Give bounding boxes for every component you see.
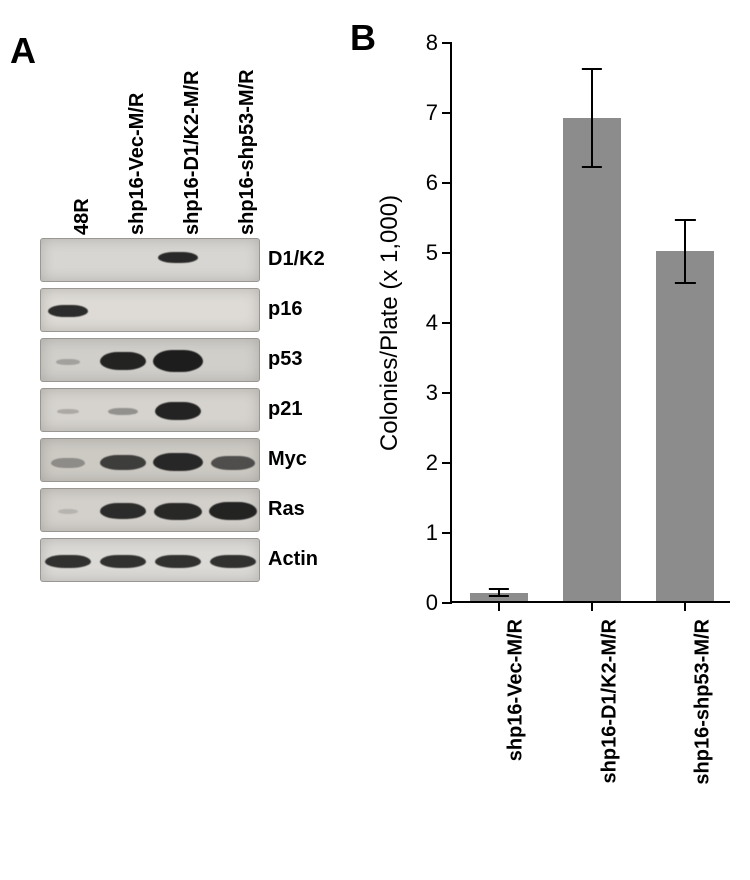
blot-row: Myc — [40, 438, 350, 488]
blot-band — [51, 458, 85, 468]
blot-band — [158, 252, 198, 263]
panel-b-ytick — [442, 182, 452, 184]
blot-row-name: p21 — [268, 398, 302, 421]
blot-band — [211, 456, 255, 470]
panel-b-errorbar — [591, 69, 593, 167]
blot-band — [153, 453, 203, 471]
panel-b-ytick-label: 2 — [426, 450, 438, 476]
blot-row-name: Ras — [268, 498, 305, 521]
blot-image — [40, 538, 260, 582]
panel-b-ytick-label: 5 — [426, 240, 438, 266]
panel-b-xtick — [684, 601, 686, 611]
panel-b-bars — [452, 43, 730, 601]
panel-b-chart: 012345678shp16-Vec-M/Rshp16-D1/K2-M/Rshp… — [450, 43, 730, 603]
panel-b-ytick — [442, 462, 452, 464]
panel-b-bar — [656, 251, 714, 601]
panel-b-errorbar-cap — [582, 68, 602, 70]
blot-band — [48, 305, 88, 317]
panel-a-lane-label: shp16-Vec-M/R — [126, 93, 149, 235]
blot-band — [210, 555, 256, 568]
blot-band — [58, 509, 78, 514]
panel-a-lane-labels: 48R shp16-Vec-M/R shp16-D1/K2-M/R shp16-shp… — [60, 30, 280, 235]
blot-band — [100, 352, 146, 370]
panel-b-ytick — [442, 602, 452, 604]
blot-band — [45, 555, 91, 568]
panel-a-lane-label: 48R — [71, 198, 94, 235]
blot-row: D1/K2 — [40, 238, 350, 288]
panel-b-ytick-label: 7 — [426, 100, 438, 126]
panel-b-xtick — [591, 601, 593, 611]
panel-b-xtick-label: shp16-D1/K2-M/R — [598, 619, 621, 783]
panel-b-ytick — [442, 42, 452, 44]
blot-image — [40, 288, 260, 332]
panel-b-errorbar — [684, 220, 686, 283]
panel-b-ytick-label: 0 — [426, 590, 438, 616]
panel-b-letter: B — [350, 17, 376, 59]
panel-b-errorbar-cap — [489, 588, 509, 590]
blot-image — [40, 438, 260, 482]
blot-band — [155, 402, 201, 420]
blot-row: Actin — [40, 538, 350, 588]
blot-row: Ras — [40, 488, 350, 538]
blot-image — [40, 488, 260, 532]
blot-band — [155, 555, 201, 568]
panel-a: A 48R shp16-Vec-M/R shp16-D1/K2-M/R shp16-s… — [10, 10, 350, 850]
panel-b-ytick — [442, 392, 452, 394]
panel-b: B Colonies/Plate (x 1,000) 012345678shp1… — [350, 5, 740, 875]
blot-row: p16 — [40, 288, 350, 338]
figure: A 48R shp16-Vec-M/R shp16-D1/K2-M/R shp16-s… — [0, 0, 750, 880]
panel-b-errorbar-cap — [582, 166, 602, 168]
panel-b-ytick-label: 3 — [426, 380, 438, 406]
panel-b-errorbar-cap — [675, 219, 695, 221]
blot-row-name: Myc — [268, 448, 307, 471]
panel-b-errorbar-cap — [489, 595, 509, 597]
panel-b-errorbar-cap — [675, 282, 695, 284]
blot-row-name: p53 — [268, 348, 302, 371]
panel-a-letter: A — [10, 30, 36, 72]
blot-row-name: Actin — [268, 548, 318, 571]
panel-b-ytick-label: 8 — [426, 30, 438, 56]
panel-a-lane-label: shp16-shp53-M/R — [236, 69, 259, 235]
blot-row-name: p16 — [268, 298, 302, 321]
panel-b-ytick-label: 4 — [426, 310, 438, 336]
panel-b-xtick-label: shp16-Vec-M/R — [505, 619, 528, 761]
blot-image — [40, 338, 260, 382]
blot-band — [100, 503, 146, 519]
blot-band — [100, 555, 146, 568]
blot-image — [40, 238, 260, 282]
panel-b-xtick — [498, 601, 500, 611]
panel-b-ytick — [442, 532, 452, 534]
panel-b-ytick — [442, 112, 452, 114]
panel-b-ytick-label: 1 — [426, 520, 438, 546]
blot-band — [153, 350, 203, 372]
panel-a-lane-label: shp16-D1/K2-M/R — [181, 71, 204, 235]
blot-image — [40, 388, 260, 432]
panel-b-yaxis-title: Colonies/Plate (x 1,000) — [376, 195, 404, 451]
panel-b-ytick — [442, 252, 452, 254]
panel-b-ytick — [442, 322, 452, 324]
blot-band — [56, 359, 80, 365]
blot-band — [57, 409, 79, 414]
blot-row-name: D1/K2 — [268, 248, 325, 271]
panel-b-bar — [563, 118, 621, 601]
panel-b-ytick-label: 6 — [426, 170, 438, 196]
blot-band — [108, 408, 138, 415]
blot-band — [209, 502, 257, 520]
blot-row: p21 — [40, 388, 350, 438]
panel-a-blot-stack: D1/K2 p16 p53 p21 Myc Ras Actin — [40, 238, 350, 588]
blot-row: p53 — [40, 338, 350, 388]
blot-band — [154, 503, 202, 520]
panel-b-xtick-label: shp16-shp53-M/R — [691, 619, 714, 785]
blot-band — [100, 455, 146, 470]
